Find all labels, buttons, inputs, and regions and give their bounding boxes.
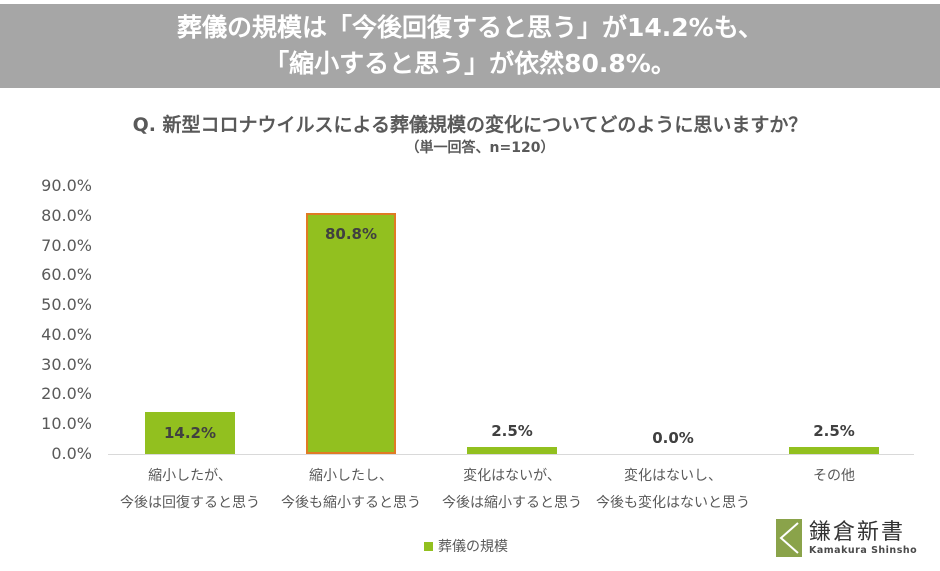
y-tick-label: 90.0% bbox=[41, 176, 92, 195]
x-axis-baseline bbox=[108, 454, 914, 455]
category-line-1: 縮小したし、 bbox=[309, 468, 393, 484]
category-line-2: 今後も変化はないと思う bbox=[596, 495, 750, 511]
y-tick-label: 20.0% bbox=[41, 384, 92, 404]
legend-swatch-icon bbox=[424, 541, 433, 551]
y-tick-label: 70.0% bbox=[41, 235, 92, 255]
headline-line-2: 「縮小すると思う」が依然80.8%。 bbox=[264, 49, 676, 78]
category-line-1: その他 bbox=[813, 468, 855, 484]
x-category-label: 縮小したが、今後は回復すると思う bbox=[105, 463, 275, 517]
category-line-2: 今後は縮小すると思う bbox=[442, 495, 582, 511]
bar-value-label: 2.5% bbox=[491, 421, 533, 440]
headline-banner: 葬儀の規模は「今後回復すると思う」が14.2%も、 「縮小すると思う」が依然80… bbox=[0, 4, 940, 88]
y-tick-label: 40.0% bbox=[41, 324, 92, 344]
category-line-2: 今後は回復すると思う bbox=[120, 495, 260, 511]
logo-name-en: Kamakura Shinsho bbox=[809, 544, 918, 556]
category-line-2: 今後も縮小すると思う bbox=[281, 495, 421, 511]
x-category-label: その他 bbox=[749, 463, 919, 490]
y-tick-label: 60.0% bbox=[41, 265, 92, 285]
bar-value-label: 80.8% bbox=[324, 225, 378, 244]
logo-name-jp: 鎌倉新書 bbox=[809, 519, 906, 545]
bar-value-label: 0.0% bbox=[652, 429, 694, 447]
chart-subtitle: （単一回答、n=120） bbox=[405, 140, 555, 156]
bar-value-label: 14.2% bbox=[163, 423, 217, 442]
legend: 葬儀の規模 bbox=[424, 536, 508, 556]
bar bbox=[467, 446, 557, 454]
category-line-1: 変化はないが、 bbox=[463, 468, 561, 484]
y-tick-label: 50.0% bbox=[41, 295, 92, 315]
bar bbox=[306, 213, 396, 454]
bar bbox=[145, 411, 235, 454]
bar bbox=[789, 446, 879, 454]
category-line-1: 変化はないし、 bbox=[624, 468, 722, 484]
x-category-label: 変化はないが、今後は縮小すると思う bbox=[427, 463, 597, 517]
y-tick-label: 0.0% bbox=[51, 444, 92, 463]
logo-mark-icon bbox=[776, 519, 802, 557]
chart-title: Q. 新型コロナウイルスによる葬儀規模の変化についてどのように思いますか？ bbox=[132, 114, 808, 136]
category-line-1: 縮小したが、 bbox=[148, 468, 232, 484]
x-category-label: 変化はないし、今後も変化はないと思う bbox=[588, 463, 758, 517]
headline-line-1: 葬儀の規模は「今後回復すると思う」が14.2%も、 bbox=[177, 13, 763, 42]
bar-value-label: 2.5% bbox=[813, 421, 855, 440]
x-category-label: 縮小したし、今後も縮小すると思う bbox=[266, 463, 436, 517]
legend-label: 葬儀の規模 bbox=[438, 539, 508, 555]
y-tick-label: 30.0% bbox=[41, 354, 92, 374]
y-tick-label: 10.0% bbox=[41, 414, 92, 434]
y-tick-label: 80.0% bbox=[41, 205, 92, 225]
kamakura-shinsho-logo: 鎌倉新書 Kamakura Shinsho bbox=[776, 519, 917, 557]
